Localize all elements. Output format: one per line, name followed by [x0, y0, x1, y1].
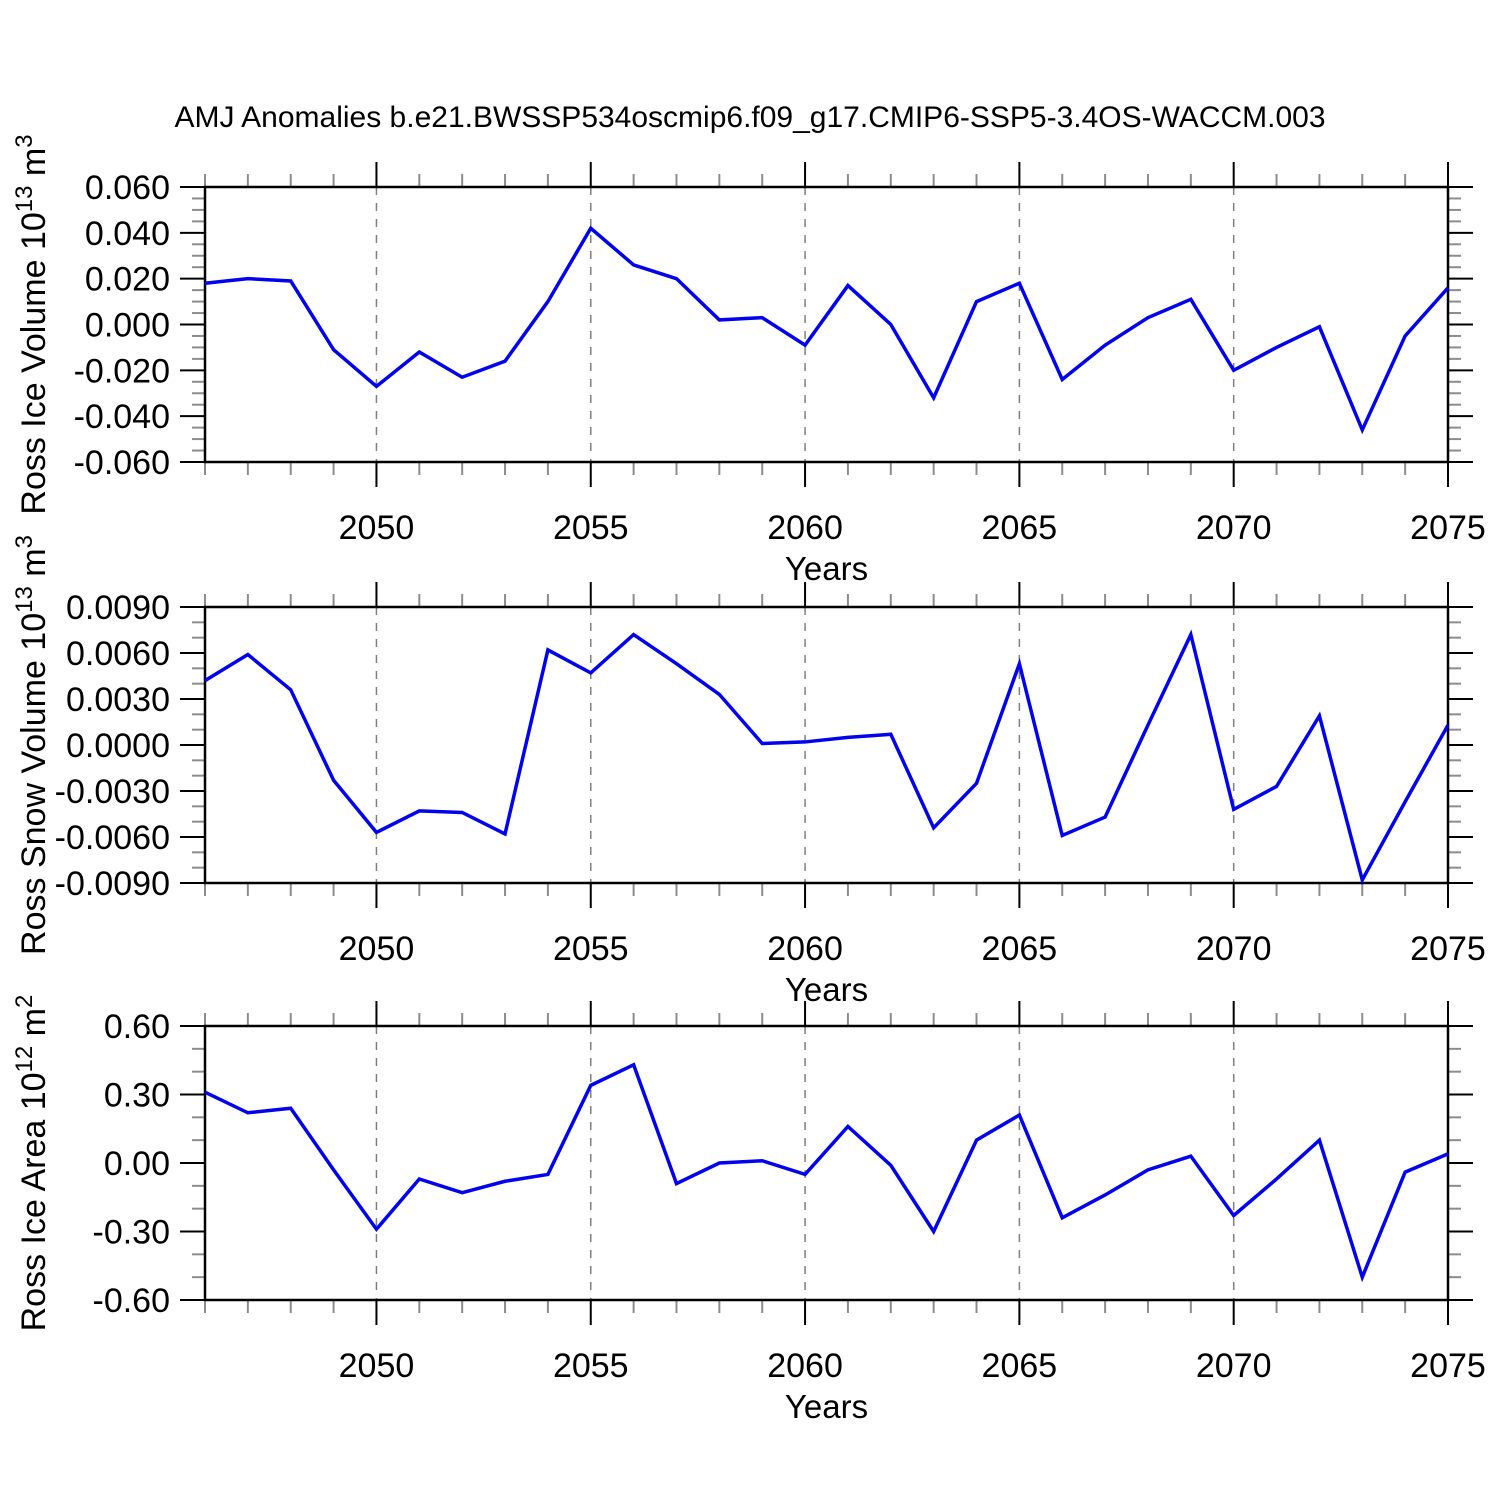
x-tick-label: 2055	[553, 509, 629, 547]
y-axis-title: Ross Snow Volume 1013 m3	[11, 535, 53, 955]
x-tick-label: 2050	[339, 1347, 415, 1385]
y-tick-label: -0.0030	[55, 773, 170, 811]
x-axis-title: Years	[785, 1388, 868, 1425]
y-tick-label: 0.0030	[66, 681, 170, 719]
x-tick-label: 2070	[1196, 509, 1272, 547]
x-tick-label: 2075	[1410, 930, 1486, 968]
y-tick-label: 0.0000	[66, 727, 170, 765]
y-axis-title: Ross Ice Volume 1013 m3	[11, 134, 53, 514]
y-tick-label: 0.060	[85, 169, 170, 207]
plot-border	[203, 1024, 1450, 1302]
x-tick-label: 2060	[767, 1347, 843, 1385]
y-tick-label: -0.30	[93, 1214, 171, 1252]
y-tick-label: -0.060	[74, 444, 170, 482]
x-ticks	[204, 582, 1449, 908]
y-tick-label: 0.020	[85, 261, 170, 299]
y-tick-label: 0.30	[104, 1077, 170, 1115]
gridlines	[375, 187, 1235, 462]
y-tick-label: -0.0090	[55, 865, 170, 903]
y-tick-label: 0.60	[104, 1008, 170, 1046]
y-ticks	[180, 186, 1473, 463]
series-line	[204, 225, 1450, 435]
x-tick-label: 2075	[1410, 1347, 1486, 1385]
y-tick-label: -0.60	[93, 1282, 171, 1320]
panel-ross-ice-area: -0.60 -0.30 0.00 0.30 0.60 2050 2055 2060 2065 20…	[11, 995, 1486, 1425]
plot-border	[203, 185, 1450, 464]
y-tick-label: 0.0090	[66, 589, 170, 627]
x-ticks	[204, 162, 1449, 487]
x-tick-label: 2050	[339, 509, 415, 547]
x-tick-label: 2060	[767, 509, 843, 547]
x-tick-label: 2060	[767, 930, 843, 968]
plot-border	[203, 605, 1450, 885]
series-line	[204, 629, 1450, 885]
x-tick-label: 2070	[1196, 930, 1272, 968]
x-tick-label: 2065	[982, 509, 1058, 547]
x-axis-title: Years	[785, 971, 868, 1008]
series-line	[204, 1062, 1449, 1283]
x-tick-label: 2065	[982, 930, 1058, 968]
y-tick-label: 0.00	[104, 1145, 170, 1183]
x-tick-label: 2075	[1410, 509, 1486, 547]
x-tick-label: 2050	[339, 930, 415, 968]
y-tick-label: -0.040	[74, 398, 170, 436]
y-tick-label: 0.040	[85, 215, 170, 253]
y-tick-label: -0.020	[74, 352, 170, 390]
y-tick-label: -0.0060	[55, 819, 170, 857]
y-tick-label: 0.000	[85, 307, 170, 345]
x-tick-label: 2070	[1196, 1347, 1272, 1385]
y-axis-title: Ross Ice Area 1012 m2	[11, 995, 53, 1332]
panel-ross-snow-volume: -0.0090 -0.0060 -0.0030 0.0000 0.0030 0.0060 0…	[11, 535, 1486, 1008]
y-ticks	[180, 1025, 1473, 1301]
figure-title: AMJ Anomalies b.e21.BWSSP534oscmip6.f09_…	[174, 101, 1326, 134]
x-tick-label: 2055	[553, 930, 629, 968]
gridlines	[375, 1026, 1235, 1300]
gridlines	[375, 607, 1235, 883]
panel-ross-ice-volume: -0.060 -0.040 -0.020 0.000 0.020 0.040 0.060 20…	[11, 134, 1486, 587]
x-axis-title: Years	[785, 550, 868, 587]
y-tick-label: 0.0060	[66, 635, 170, 673]
y-ticks	[180, 606, 1473, 884]
x-tick-label: 2055	[553, 1347, 629, 1385]
x-ticks	[204, 1001, 1449, 1325]
x-tick-label: 2065	[982, 1347, 1058, 1385]
